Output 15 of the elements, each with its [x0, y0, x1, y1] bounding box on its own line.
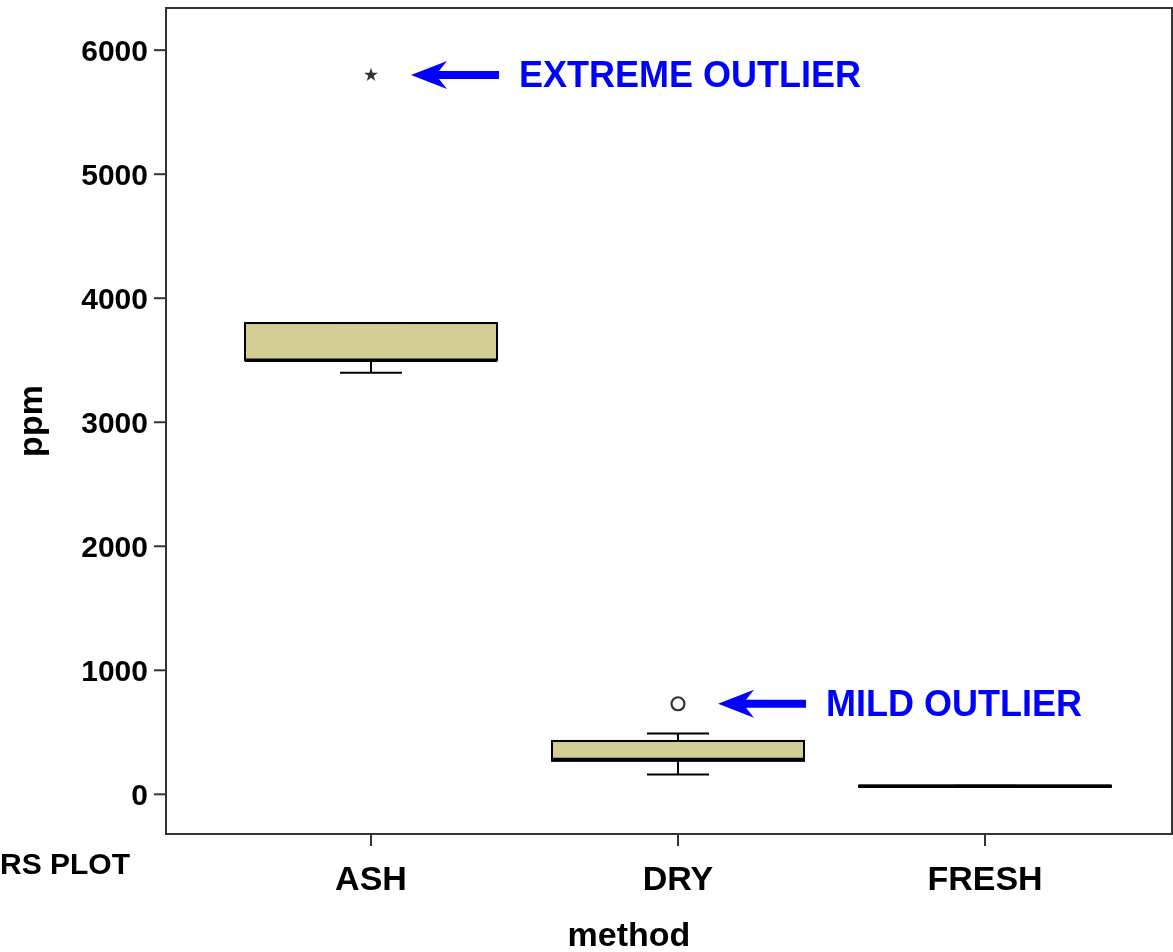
y-axis-title: ppm: [11, 385, 49, 457]
y-tick-label: 1000: [81, 653, 148, 687]
annotation: EXTREME OUTLIER: [519, 53, 862, 95]
y-tick-label: 4000: [81, 281, 148, 315]
y-tick-label: 2000: [81, 529, 148, 563]
x-tick-label: FRESH: [927, 859, 1043, 897]
text: RS PLOT: [0, 847, 131, 880]
x-axis-title: method: [567, 915, 691, 952]
y-tick-label: 5000: [81, 157, 148, 191]
annotation: MILD OUTLIER: [826, 682, 1082, 724]
x-tick-label: ASH: [335, 859, 407, 897]
y-tick-label: 0: [131, 777, 148, 811]
y-tick-label: 3000: [81, 405, 148, 439]
y-tick-label: 6000: [81, 33, 148, 67]
x-tick-label: DRY: [642, 859, 714, 897]
